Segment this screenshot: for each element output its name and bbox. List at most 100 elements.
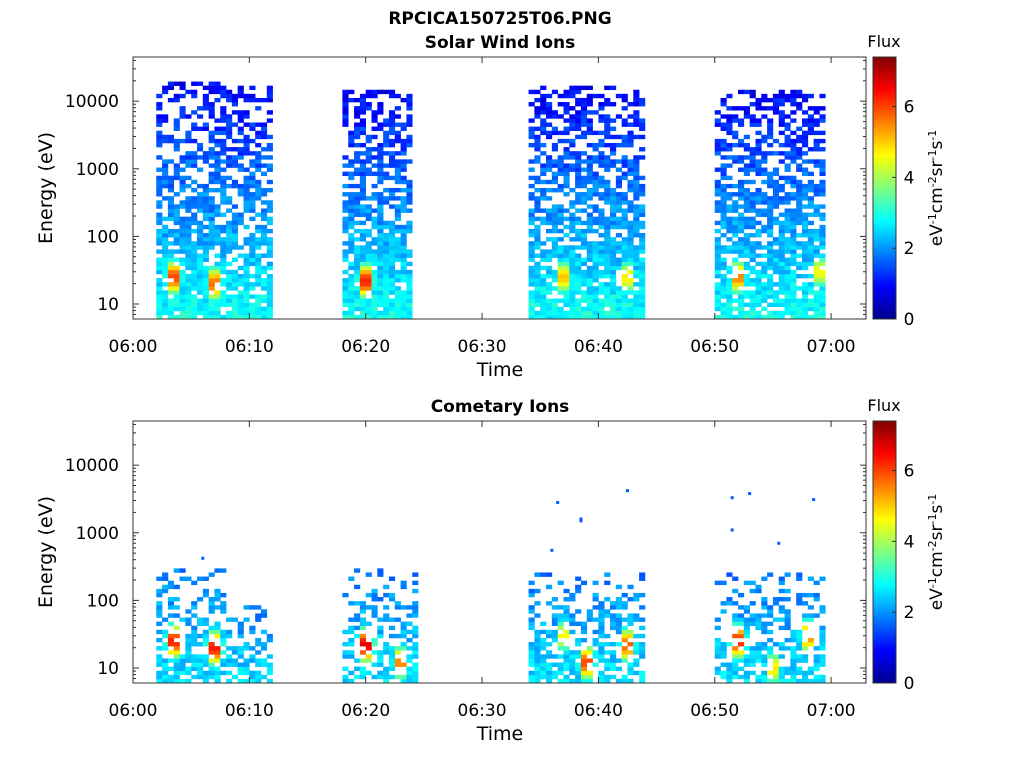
heatmap-cell <box>784 613 791 618</box>
heatmap-cell <box>208 134 215 140</box>
heatmap-cell <box>761 298 768 303</box>
heatmap-cell <box>615 208 622 213</box>
heatmap-cell <box>400 269 407 275</box>
heatmap-cell <box>580 151 588 156</box>
heatmap-cell <box>167 302 175 308</box>
heatmap-cell <box>214 597 221 602</box>
heatmap-cell <box>812 498 816 502</box>
heatmap-cell <box>610 302 617 308</box>
heatmap-cell <box>790 658 797 663</box>
heatmap-cell <box>714 192 721 197</box>
heatmap-cell <box>202 245 209 250</box>
heatmap-cell <box>202 576 209 581</box>
heatmap-cell <box>400 633 407 639</box>
heatmap-cell <box>412 580 419 586</box>
heatmap-cell <box>388 306 396 312</box>
heatmap-cell <box>627 306 634 312</box>
heatmap-cell <box>796 220 803 226</box>
heatmap-cell <box>819 662 826 667</box>
heatmap-cell <box>592 257 599 262</box>
heatmap-cell <box>621 306 628 312</box>
heatmap-cell <box>615 216 622 222</box>
heatmap-cell <box>528 196 535 201</box>
heatmap-cell <box>784 93 791 99</box>
heatmap-cell <box>546 253 553 258</box>
heatmap-cell <box>208 106 215 111</box>
heatmap-cell <box>400 306 407 312</box>
heatmap-cell <box>575 269 582 275</box>
heatmap-cell <box>162 228 169 234</box>
heatmap-cell <box>592 93 599 99</box>
heatmap-cell <box>563 192 570 197</box>
heatmap-cell <box>191 216 198 222</box>
heatmap-cell <box>162 588 169 594</box>
heatmap-cell <box>749 294 756 299</box>
heatmap-cell <box>546 674 553 680</box>
x-tick-label: 06:10 <box>225 337 274 357</box>
heatmap-cell <box>528 658 535 663</box>
heatmap-cell <box>220 592 227 598</box>
heatmap-cell <box>359 609 366 614</box>
heatmap-cell <box>819 253 826 258</box>
heatmap-cell <box>371 126 378 131</box>
heatmap-cell <box>743 220 750 226</box>
heatmap-cell <box>784 637 791 643</box>
heatmap-cell <box>173 220 180 226</box>
heatmap-cell <box>202 241 209 246</box>
heatmap-cell <box>604 642 611 647</box>
heatmap-cell <box>191 151 198 156</box>
heatmap-cell <box>167 597 175 602</box>
heatmap-cell <box>359 625 366 631</box>
heatmap-cell <box>546 196 553 201</box>
heatmap-cell <box>778 580 785 586</box>
heatmap-cell <box>237 666 244 672</box>
heatmap-cell <box>604 155 611 160</box>
heatmap-cell <box>156 183 163 189</box>
heatmap-cell <box>226 196 233 201</box>
heatmap-cell <box>633 208 640 213</box>
heatmap-cell <box>196 633 204 639</box>
heatmap-cell <box>173 163 180 168</box>
heatmap-cell <box>214 646 221 651</box>
heatmap-cell <box>720 290 727 295</box>
heatmap-cell <box>575 155 582 160</box>
heatmap-cell <box>796 147 803 152</box>
heatmap-cell <box>551 237 558 242</box>
heatmap-cell <box>534 294 541 299</box>
heatmap-cell <box>191 601 198 606</box>
heatmap-cell <box>220 142 227 148</box>
heatmap-cell <box>551 662 558 667</box>
heatmap-cell <box>610 662 617 667</box>
heatmap-cell <box>563 662 570 667</box>
heatmap-cell <box>179 249 186 254</box>
heatmap-cell <box>580 666 588 672</box>
heatmap-cell <box>249 179 256 185</box>
heatmap-cell <box>738 245 745 250</box>
heatmap-cell <box>162 138 169 144</box>
heatmap-cell <box>586 126 593 131</box>
heatmap-cell <box>604 298 611 303</box>
heatmap-cell <box>778 261 785 267</box>
heatmap-cell <box>400 241 407 246</box>
heatmap-cell <box>540 196 547 201</box>
heatmap-cell <box>790 306 797 312</box>
heatmap-cell <box>569 237 576 242</box>
heatmap-cell <box>208 269 215 275</box>
heatmap-cell <box>755 138 762 144</box>
heatmap-cell <box>365 310 372 316</box>
heatmap-cell <box>639 188 646 193</box>
heatmap-cell <box>359 249 366 254</box>
heatmap-cell <box>813 654 820 659</box>
heatmap-cell <box>761 196 768 201</box>
heatmap-cell <box>796 670 803 676</box>
heatmap-cell <box>534 261 541 267</box>
heatmap-cell <box>575 278 582 283</box>
heatmap-cell <box>348 261 355 267</box>
heatmap-cell <box>383 584 390 590</box>
heatmap-cell <box>173 228 180 234</box>
heatmap-cell <box>615 286 622 291</box>
heatmap-cell <box>772 310 780 316</box>
heatmap-cell <box>575 678 582 684</box>
heatmap-cell <box>598 257 605 262</box>
heatmap-cell <box>796 179 803 185</box>
